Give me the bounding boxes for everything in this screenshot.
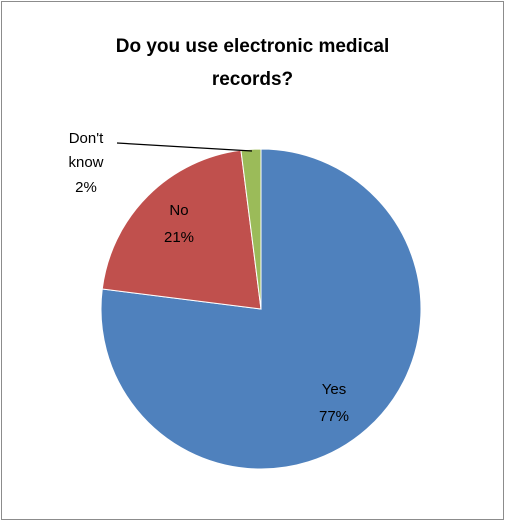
svg-text:2%: 2% <box>75 179 97 196</box>
label-no: No 21% <box>164 202 194 246</box>
svg-text:77%: 77% <box>319 408 349 425</box>
label-yes: Yes 77% <box>319 381 349 425</box>
label-dont-know-percent: 2% <box>75 179 97 196</box>
chart-title-line-2: records? <box>211 69 294 90</box>
label-no-percent: 21% <box>164 229 194 246</box>
svg-text:No: No <box>169 202 188 219</box>
dont-know-leader-line <box>116 142 253 152</box>
chart-title-line-1: Do you use electronic medical <box>115 36 390 57</box>
label-no-category: No <box>169 202 188 219</box>
svg-text:Don't: Don't <box>69 130 104 147</box>
label-yes-category: Yes <box>322 381 346 398</box>
svg-text:know: know <box>68 154 103 171</box>
svg-text:Yes: Yes <box>322 381 346 398</box>
label-yes-percent: 77% <box>319 408 349 425</box>
label-dont-know-category-line-2: know <box>68 154 103 171</box>
svg-text:21%: 21% <box>164 229 194 246</box>
pie-slice-no <box>101 149 262 310</box>
label-dont-know: Don't know 2% <box>68 130 104 196</box>
pie-slice-yes <box>100 148 422 470</box>
pie-slices <box>100 148 422 470</box>
label-dont-know-category-line-1: Don't <box>69 130 104 147</box>
chart-title: Do you use electronic medical records? <box>0 30 505 96</box>
